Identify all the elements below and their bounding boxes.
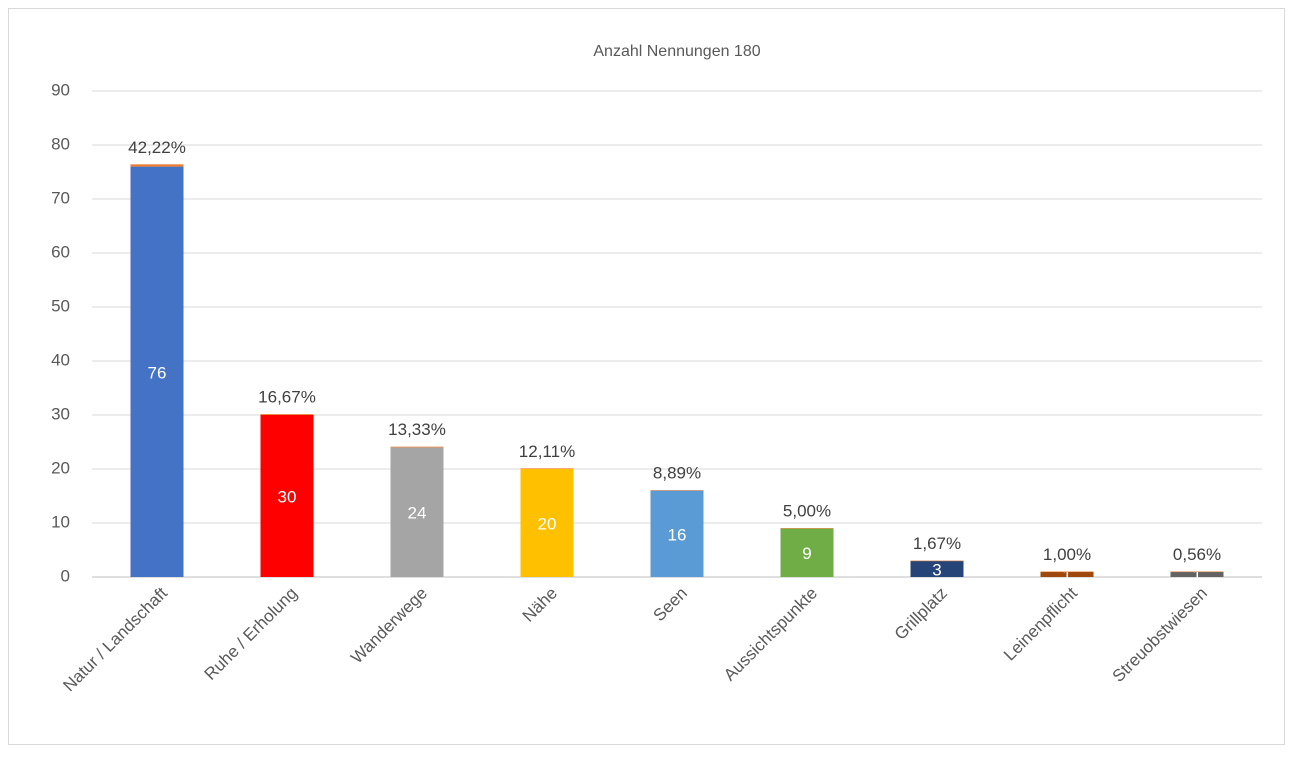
bar <box>390 447 444 577</box>
bar <box>390 446 444 448</box>
bar <box>130 166 184 577</box>
value-label: 13,33% <box>388 420 446 439</box>
value-label: 76 <box>148 363 167 382</box>
bar <box>650 490 704 577</box>
y-tick-label: 20 <box>51 458 70 477</box>
value-label: 30 <box>278 487 297 506</box>
value-label: 3 <box>932 560 941 579</box>
y-tick-label: 10 <box>51 512 70 531</box>
chart-title: Anzahl Nennungen 180 <box>593 43 760 60</box>
value-label: 0,56% <box>1173 545 1221 564</box>
y-tick-label: 80 <box>51 134 70 153</box>
value-label: 9 <box>802 544 811 563</box>
bar <box>260 415 314 577</box>
bar <box>520 468 574 469</box>
y-tick-label: 30 <box>51 404 70 423</box>
value-label: 12,11% <box>519 442 575 461</box>
bar <box>1170 571 1224 573</box>
value-label: 1 <box>1062 566 1071 585</box>
bar <box>780 528 834 577</box>
bar <box>1170 571 1224 577</box>
bar <box>1040 571 1094 577</box>
value-label: 20 <box>538 514 557 533</box>
bar <box>910 560 964 562</box>
bar <box>520 469 574 577</box>
y-tick-label: 60 <box>51 242 70 261</box>
bar <box>260 414 314 415</box>
value-label: 1,00% <box>1043 545 1091 564</box>
bar <box>130 164 184 167</box>
bar <box>650 490 704 491</box>
chart-border <box>8 8 1285 745</box>
value-label: 42,22% <box>128 138 186 157</box>
y-tick-label: 0 <box>61 566 70 585</box>
y-tick-label: 70 <box>51 188 70 207</box>
bar <box>780 528 834 529</box>
value-label: 1 <box>1192 566 1201 585</box>
value-label: 16,67% <box>258 388 316 407</box>
value-label: 24 <box>408 504 427 523</box>
bar <box>910 560 964 577</box>
y-tick-label: 50 <box>51 296 70 315</box>
value-label: 5,00% <box>783 502 831 521</box>
value-label: 8,89% <box>653 464 701 483</box>
value-label: 16 <box>668 525 687 544</box>
value-label: 1,67% <box>913 534 961 553</box>
y-tick-label: 40 <box>51 350 70 369</box>
y-tick-label: 90 <box>51 80 70 99</box>
bar <box>1040 571 1094 573</box>
